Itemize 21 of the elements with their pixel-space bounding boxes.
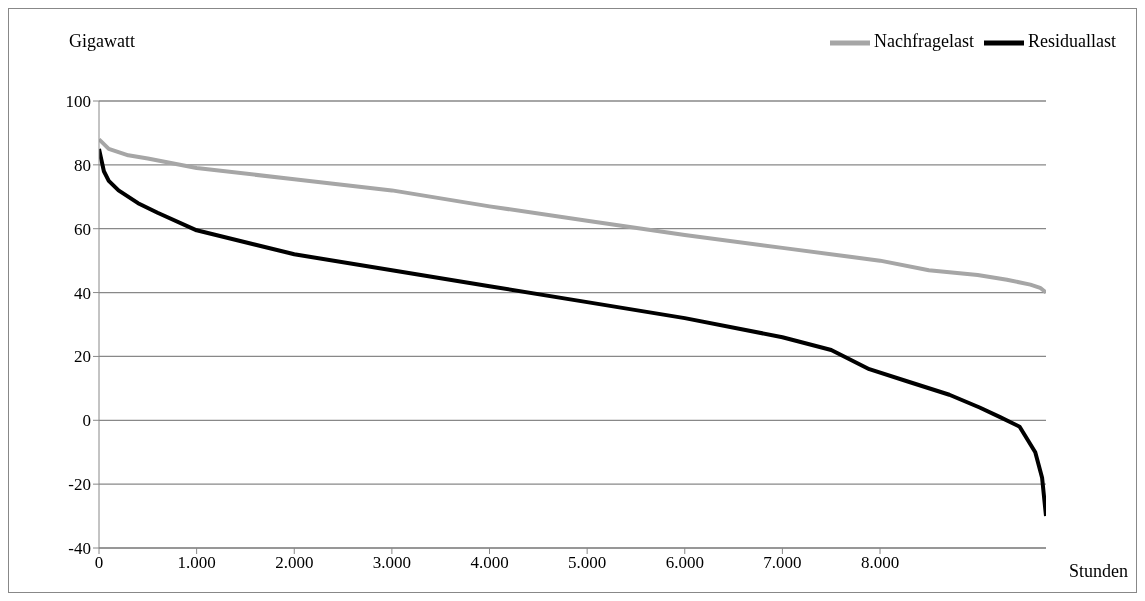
y-tick-label: 80 xyxy=(74,155,91,175)
y-tick-label: 20 xyxy=(74,347,91,367)
legend-label: Residuallast xyxy=(1028,31,1116,52)
x-tick-label: 3.000 xyxy=(372,553,412,573)
x-tick-label: 4.000 xyxy=(470,553,509,573)
y-tick-label: 40 xyxy=(74,283,91,303)
y-tick-label: -20 xyxy=(68,475,91,495)
y-axis-title: Gigawatt xyxy=(69,31,135,52)
x-tick-label: 5.000 xyxy=(568,553,607,573)
x-tick-label: 2.000 xyxy=(275,553,314,573)
y-tick-label: 0 xyxy=(82,411,91,431)
x-tick-label: 6.000 xyxy=(665,553,704,573)
y-tick-label: 60 xyxy=(74,219,91,239)
x-axis-title: Stunden xyxy=(1068,561,1128,582)
legend-label: Nachfragelast xyxy=(874,31,974,52)
x-tick-label: 1.000 xyxy=(177,553,216,573)
y-tick-label: -40 xyxy=(68,539,91,559)
x-tick-label: 7.000 xyxy=(763,553,802,573)
y-tick-label: 100 xyxy=(65,92,91,112)
x-tick-label: 8.000 xyxy=(860,553,900,573)
x-tick-label: 0 xyxy=(94,553,104,573)
